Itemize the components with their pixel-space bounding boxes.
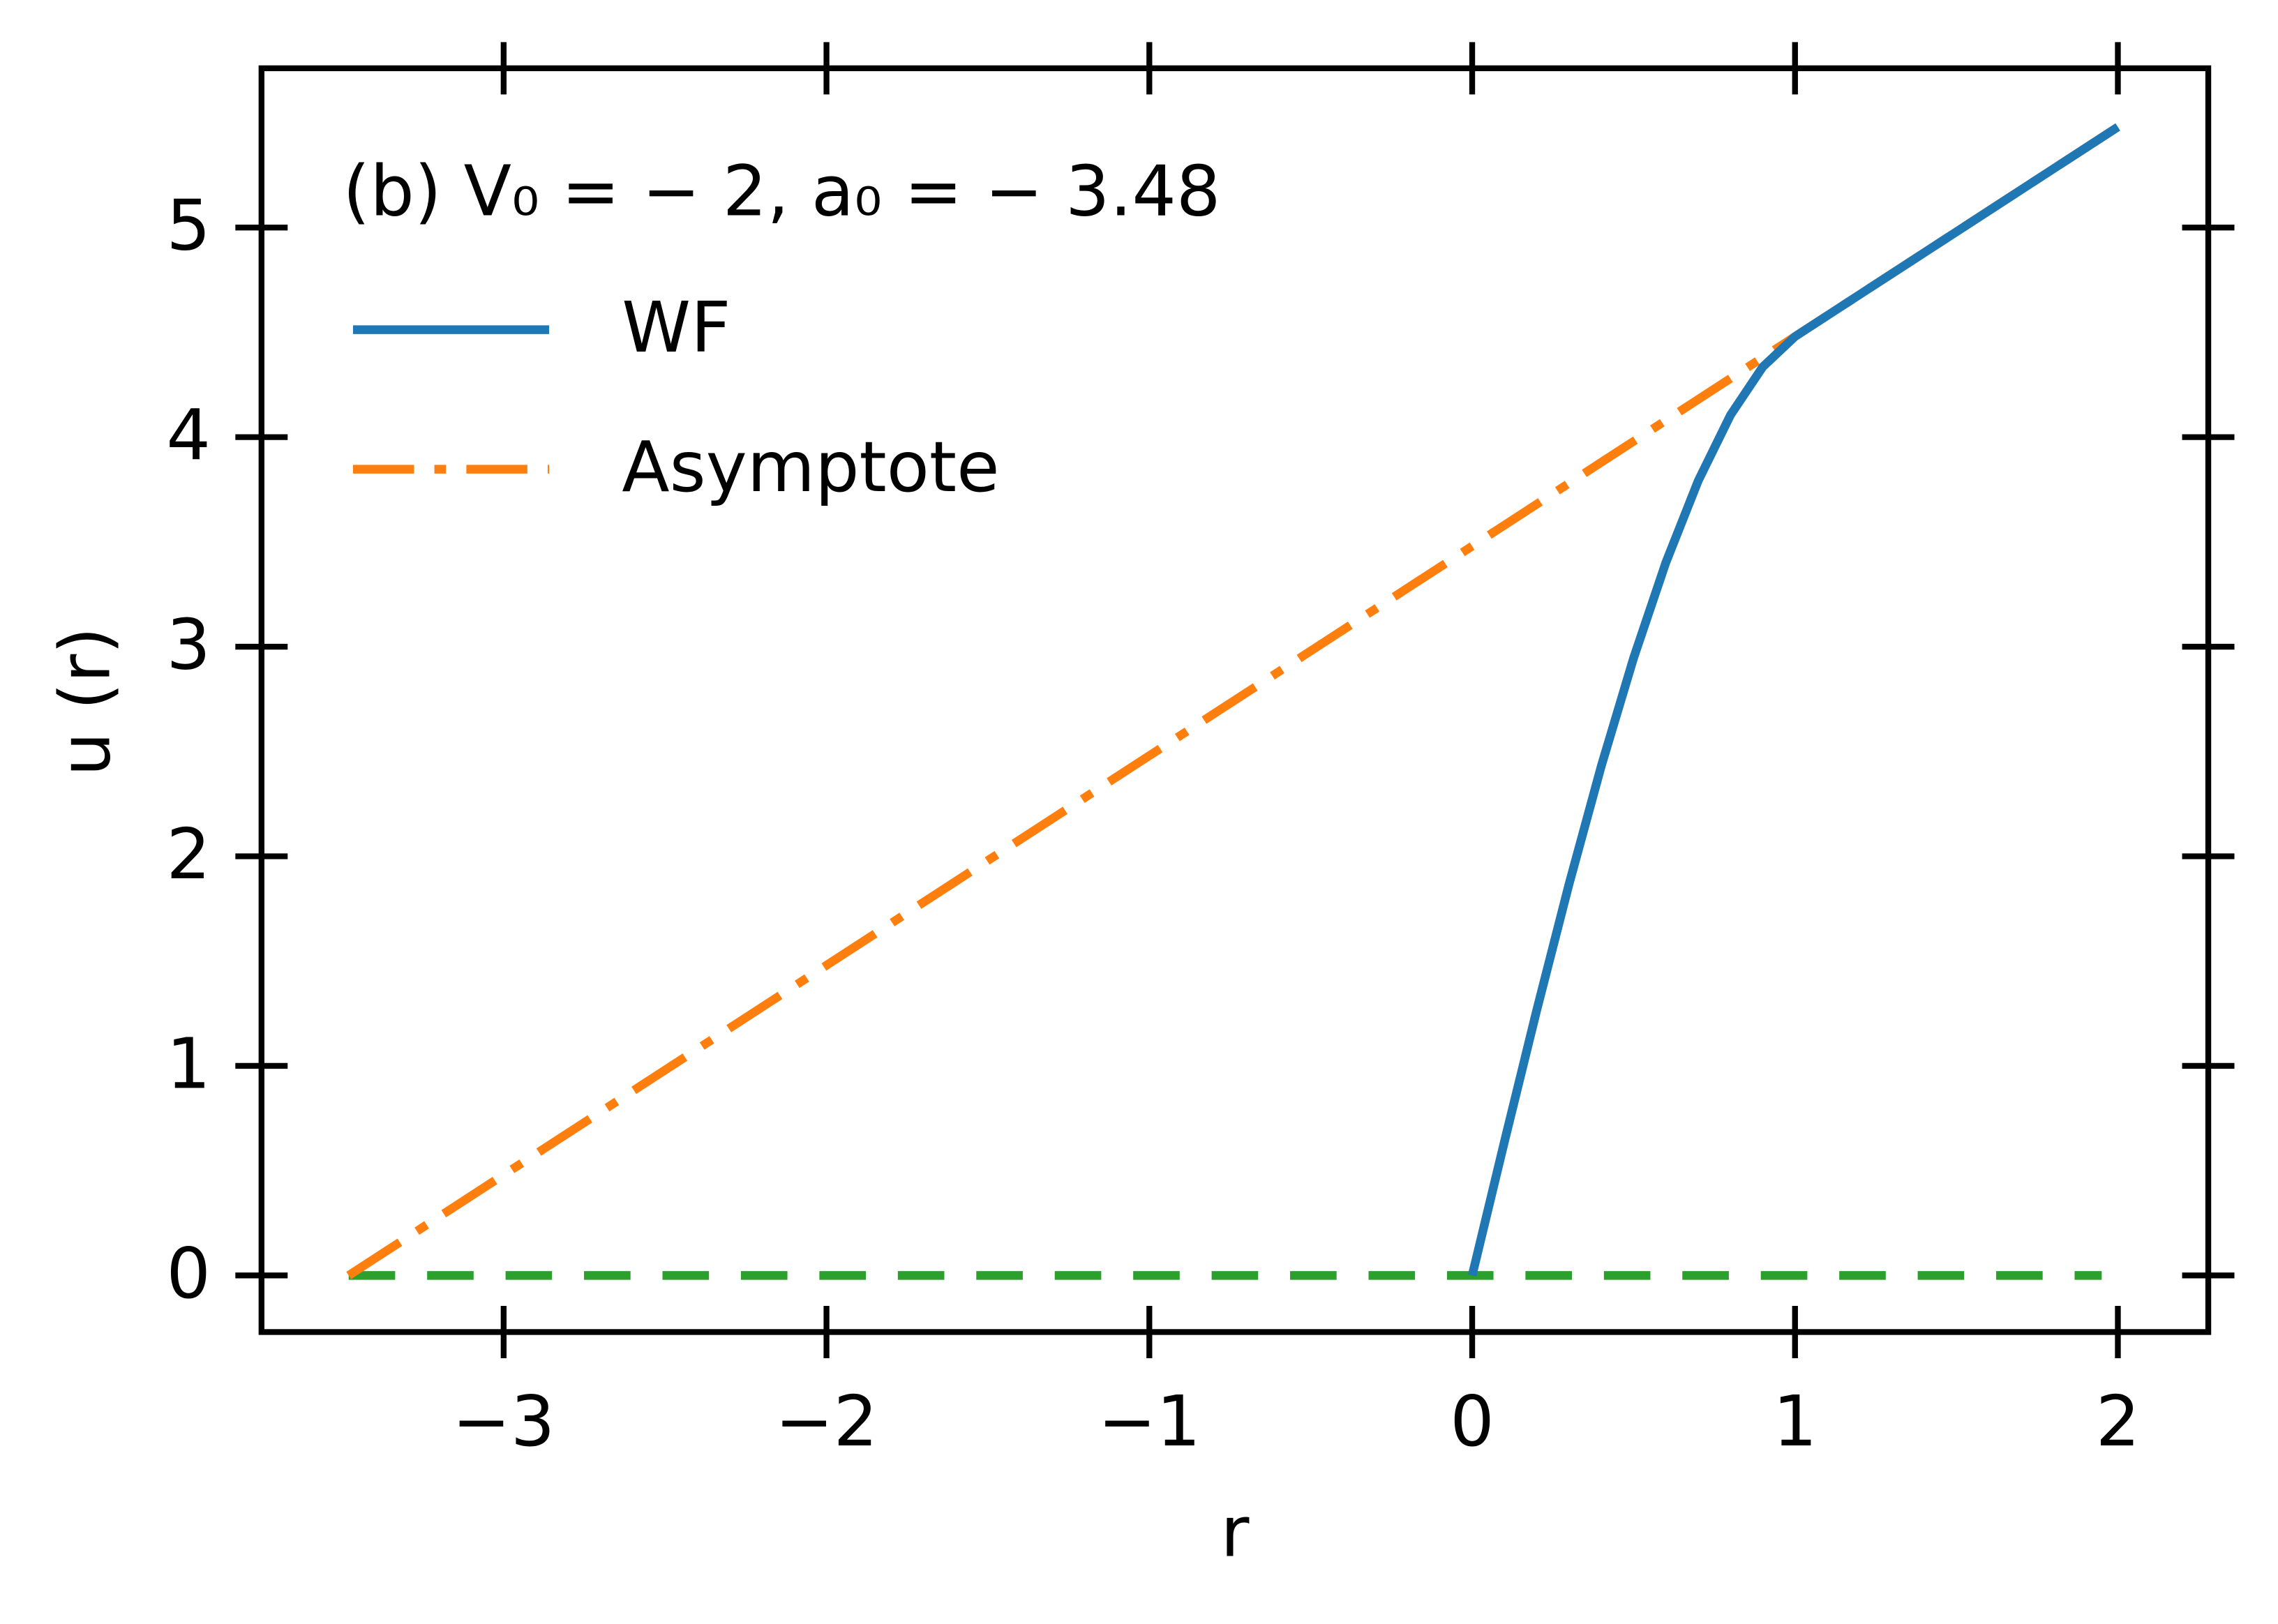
plot-frame xyxy=(258,65,2212,1335)
x-tick-label: −1 xyxy=(1098,1381,1201,1462)
y-tick-label: 2 xyxy=(166,813,211,895)
y-tick-label: 0 xyxy=(166,1233,211,1314)
legend-label: Asymptote xyxy=(622,426,999,508)
x-tick-label: 1 xyxy=(1773,1381,1818,1462)
data-line xyxy=(1467,123,2120,1277)
y-tick-label: 5 xyxy=(166,185,211,266)
y-axis-label: u (r) xyxy=(44,627,126,776)
x-tick-label: −3 xyxy=(452,1381,555,1462)
annotation: (b) V₀ = − 2, a₀ = − 3.48 xyxy=(343,150,1220,232)
y-tick-label: 4 xyxy=(166,394,211,476)
x-tick-label: −2 xyxy=(775,1381,878,1462)
y-tick-label: 1 xyxy=(166,1023,211,1104)
x-tick-label: 2 xyxy=(2096,1381,2141,1462)
y-tick-label: 3 xyxy=(166,604,211,686)
x-axis-label: r xyxy=(1220,1491,1250,1572)
x-tick-label: 0 xyxy=(1450,1381,1494,1462)
legend-label: WF xyxy=(622,287,730,368)
